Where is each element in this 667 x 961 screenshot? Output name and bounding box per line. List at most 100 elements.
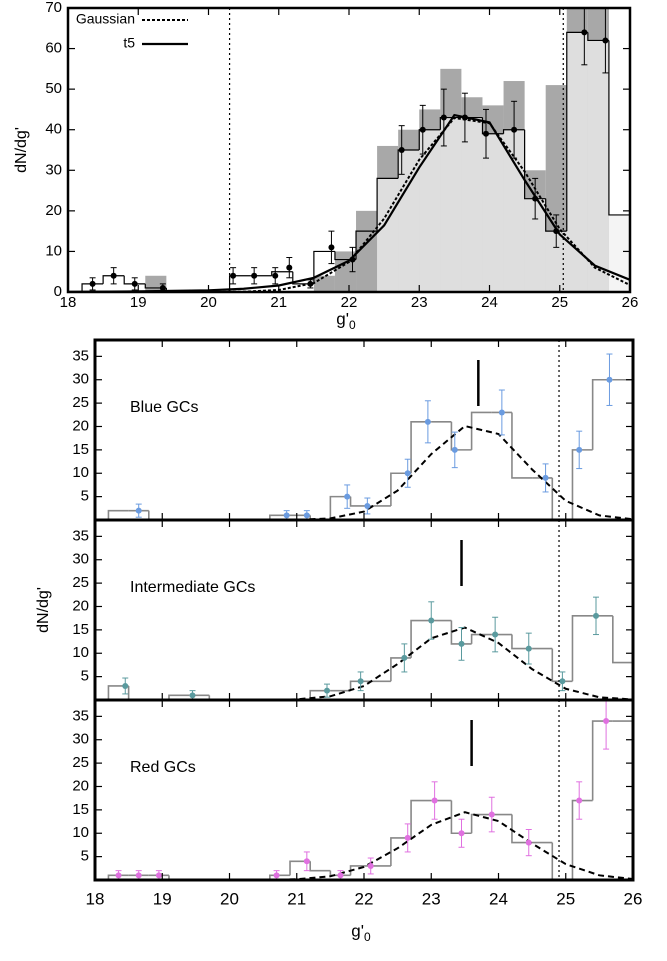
histogram-step (349, 865, 371, 876)
data-point (251, 272, 258, 279)
panel-label: Blue GCs (130, 399, 198, 416)
data-point (283, 512, 290, 519)
data-point (135, 507, 142, 514)
y-tick-label: 60 (45, 40, 62, 57)
y-tick-label: 10 (45, 242, 62, 259)
data-point (431, 797, 438, 804)
histogram-fill (545, 231, 567, 292)
histogram-step (123, 275, 146, 285)
y-axis-label: dN/dg' (13, 127, 30, 173)
data-point (542, 474, 549, 481)
histogram-step (410, 421, 432, 474)
y-tick-label: 5 (81, 668, 89, 685)
legend-label: t5 (123, 35, 135, 51)
histogram-step (566, 31, 588, 232)
y-tick-label: 70 (45, 0, 62, 16)
data-point (307, 280, 314, 287)
histogram-step (591, 720, 613, 801)
y-tick-label: 30 (72, 551, 89, 568)
histogram-step (329, 495, 351, 520)
x-tick-label: 18 (86, 889, 105, 908)
y-tick-label: 35 (72, 527, 89, 544)
histogram-step (376, 177, 399, 232)
histogram-step (390, 472, 412, 506)
data-point (349, 256, 356, 263)
data-point (606, 376, 613, 383)
histogram-step (269, 514, 291, 520)
histogram-step (165, 287, 188, 292)
data-point (272, 272, 279, 279)
x-axis-label: g' (351, 921, 364, 940)
y-tick-label: 0 (54, 283, 62, 300)
data-point (273, 872, 280, 879)
data-point (602, 37, 609, 44)
x-tick-label: 24 (489, 889, 508, 908)
data-point (135, 872, 142, 879)
data-point (398, 147, 405, 153)
data-point (424, 418, 431, 425)
histogram-fill (524, 198, 546, 292)
histogram-step (309, 861, 331, 872)
data-point (115, 872, 122, 879)
histogram-step (107, 509, 129, 520)
histogram-step (524, 129, 546, 200)
histogram-step (269, 874, 291, 880)
histogram-step (292, 271, 314, 285)
histogram-step (144, 283, 167, 289)
data-point (553, 228, 560, 235)
panel-label: Intermediate GCs (130, 579, 255, 596)
histogram-step (418, 129, 441, 150)
histogram-step (228, 275, 251, 292)
y-tick-label: 25 (72, 574, 89, 591)
data-point (525, 645, 532, 652)
y-tick-label: 10 (72, 464, 89, 481)
histogram-step (571, 615, 593, 682)
histogram-step (313, 250, 335, 284)
data-point (328, 244, 335, 251)
data-point (428, 617, 435, 624)
histogram-step (168, 875, 190, 880)
histogram-fill (440, 117, 462, 292)
histogram-step (545, 198, 567, 232)
histogram-step (511, 634, 533, 650)
y-tick-label: 25 (72, 754, 89, 771)
histogram-step (470, 633, 492, 644)
histogram-step (127, 685, 149, 700)
histogram-fill (587, 40, 609, 292)
histogram-step (450, 620, 472, 645)
data-point (419, 126, 426, 133)
histogram-step (571, 449, 593, 520)
histogram-step (148, 510, 169, 520)
x-tick-label: 18 (60, 294, 77, 311)
histogram-step (397, 149, 420, 179)
y-tick-label: 35 (72, 707, 89, 724)
x-axis-label-sub: 0 (364, 930, 371, 944)
y-tick-label: 15 (72, 441, 89, 458)
y-tick-label: 20 (72, 777, 89, 794)
x-tick-label: 26 (622, 294, 639, 311)
plot-area (107, 520, 633, 700)
model-curve (68, 113, 630, 292)
histogram-step (470, 813, 492, 834)
data-point (525, 839, 532, 846)
data-point (511, 126, 518, 133)
data-point (532, 195, 539, 202)
data-point (576, 797, 583, 804)
histogram-step (271, 271, 293, 276)
histogram-fill (482, 133, 504, 292)
x-tick-label: 23 (422, 889, 441, 908)
y-tick-label: 10 (72, 824, 89, 841)
legend-label: Gaussian (76, 11, 135, 27)
histogram-step (591, 378, 613, 450)
data-point (286, 264, 293, 271)
x-tick-label: 19 (153, 889, 172, 908)
histogram-step (309, 689, 331, 700)
data-point (89, 280, 96, 287)
histogram-step (612, 378, 633, 520)
histogram-step (81, 283, 104, 292)
data-point (498, 409, 505, 416)
y-tick-label: 40 (45, 121, 62, 138)
data-point (110, 272, 117, 279)
data-point (324, 687, 331, 694)
data-point (131, 280, 138, 287)
